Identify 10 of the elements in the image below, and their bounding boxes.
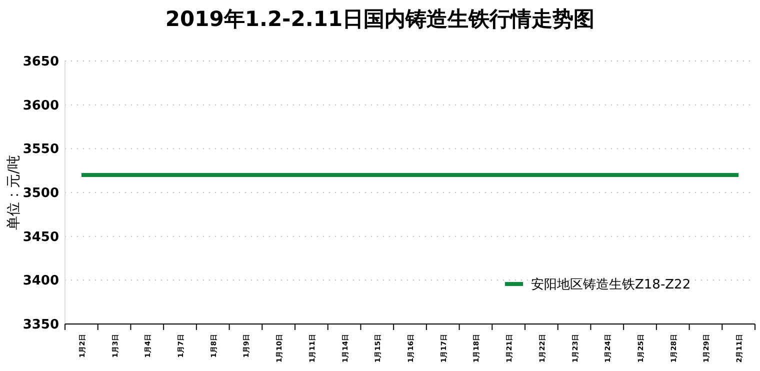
y-tick-label: 3600 bbox=[22, 98, 59, 114]
y-tick-label: 3650 bbox=[22, 54, 59, 70]
legend-label: 安阳地区铸造生铁Z18-Z22 bbox=[531, 276, 691, 293]
y-tick-label: 3350 bbox=[22, 318, 59, 333]
chart-title: 2019年1.2-2.11日国内铸造生铁行情走势图 bbox=[165, 7, 595, 31]
y-tick-label: 3400 bbox=[22, 274, 59, 289]
y-tick-label: 3450 bbox=[22, 230, 59, 245]
y-axis-title: 单位：元/吨 bbox=[6, 155, 22, 230]
y-tick-label: 3500 bbox=[22, 186, 59, 202]
y-tick-label: 3550 bbox=[22, 142, 59, 158]
